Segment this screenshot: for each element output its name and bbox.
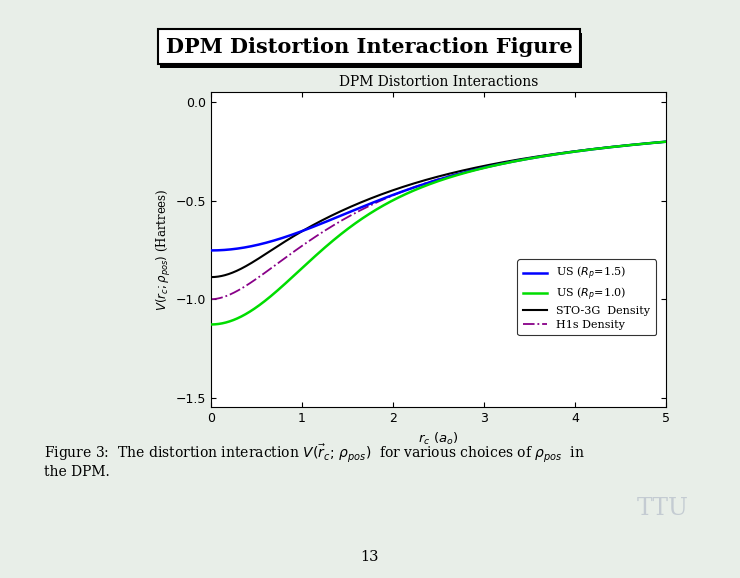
US ($R_p$=1.0) bbox=[662, 138, 670, 145]
Y-axis label: $V(r_c;\rho_{pos})$ (Hartrees): $V(r_c;\rho_{pos})$ (Hartrees) bbox=[155, 188, 172, 312]
H1s Density bbox=[648, 139, 657, 146]
STO-3G  Density bbox=[230, 268, 239, 275]
Text: TTU: TTU bbox=[636, 497, 688, 520]
Text: the DPM.: the DPM. bbox=[44, 465, 110, 479]
US ($R_p$=1.0) bbox=[648, 139, 657, 146]
Text: DPM Distortion Interaction Figure: DPM Distortion Interaction Figure bbox=[166, 36, 572, 57]
STO-3G  Density bbox=[648, 139, 657, 146]
STO-3G  Density bbox=[428, 175, 437, 181]
H1s Density bbox=[416, 181, 425, 188]
H1s Density bbox=[428, 177, 437, 184]
STO-3G  Density bbox=[648, 139, 657, 146]
Line: H1s Density: H1s Density bbox=[212, 142, 666, 299]
X-axis label: $r_c$ $(a_o)$: $r_c$ $(a_o)$ bbox=[418, 431, 459, 447]
H1s Density bbox=[207, 296, 216, 303]
STO-3G  Density bbox=[207, 273, 216, 280]
US ($R_p$=1.5) bbox=[416, 182, 425, 189]
Line: US ($R_p$=1.0): US ($R_p$=1.0) bbox=[212, 142, 666, 324]
H1s Density bbox=[565, 149, 574, 155]
H1s Density bbox=[662, 138, 670, 145]
Text: 13: 13 bbox=[361, 550, 380, 564]
Title: DPM Distortion Interactions: DPM Distortion Interactions bbox=[339, 75, 538, 88]
STO-3G  Density bbox=[565, 149, 574, 155]
Text: DPM Distortion Interaction Figure: DPM Distortion Interaction Figure bbox=[168, 40, 574, 61]
US ($R_p$=1.5) bbox=[648, 139, 657, 146]
US ($R_p$=1.0) bbox=[207, 321, 216, 328]
Line: STO-3G  Density: STO-3G Density bbox=[212, 142, 666, 277]
US ($R_p$=1.5) bbox=[648, 139, 657, 146]
US ($R_p$=1.5) bbox=[428, 178, 437, 185]
Line: US ($R_p$=1.5): US ($R_p$=1.5) bbox=[212, 142, 666, 250]
H1s Density bbox=[648, 139, 657, 146]
Legend: US ($R_p$=1.5), US ($R_p$=1.0), STO-3G  Density, H1s Density: US ($R_p$=1.5), US ($R_p$=1.0), STO-3G D… bbox=[517, 260, 656, 335]
US ($R_p$=1.5) bbox=[207, 247, 216, 254]
US ($R_p$=1.5) bbox=[230, 246, 239, 253]
US ($R_p$=1.0) bbox=[565, 149, 574, 156]
US ($R_p$=1.0) bbox=[416, 184, 425, 191]
US ($R_p$=1.0) bbox=[648, 139, 657, 146]
US ($R_p$=1.5) bbox=[662, 138, 670, 145]
STO-3G  Density bbox=[662, 138, 670, 145]
STO-3G  Density bbox=[416, 178, 425, 185]
Text: Figure 3:  The distortion interaction $V(\vec{r}_c;\, \rho_{pos})$  for various : Figure 3: The distortion interaction $V(… bbox=[44, 442, 585, 464]
US ($R_p$=1.5) bbox=[565, 149, 574, 156]
H1s Density bbox=[230, 289, 239, 296]
US ($R_p$=1.0) bbox=[428, 180, 437, 187]
US ($R_p$=1.0) bbox=[230, 316, 239, 323]
